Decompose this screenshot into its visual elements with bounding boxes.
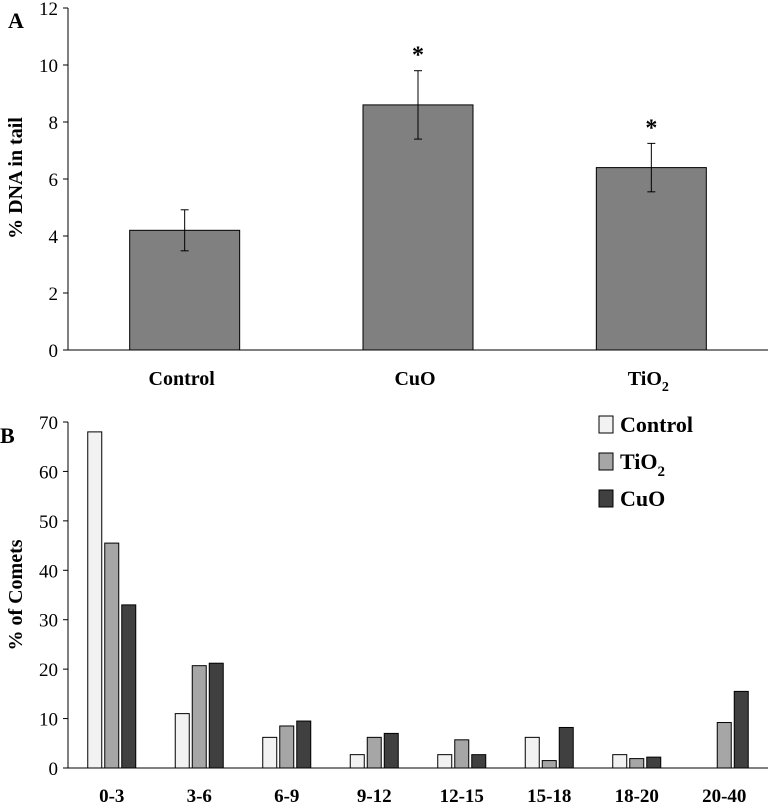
panel-a-y-tick-label: 8 [49, 113, 59, 134]
panel-a-significance-marks: ** [412, 43, 657, 142]
panel-b-bar-cuo [208, 662, 224, 769]
chart-panel-a: A % DNA in tail 0 2 4 6 8 10 12 Control CuO TiO2… [5, 0, 768, 395]
panel-b-bar-cuo [558, 726, 574, 769]
panel-a-y-tick-label: 4 [49, 227, 59, 248]
panel-b-bar-tio2 [104, 542, 120, 769]
panel-b-y-tick-label: 70 [39, 413, 58, 434]
significance-mark: * [412, 43, 424, 69]
panel-a-y-tick-label: 10 [39, 56, 58, 77]
panel-b-bar-cuo [383, 732, 399, 769]
panel-b-bar-cuo [121, 604, 137, 769]
panel-b-y-tick-label: 30 [39, 611, 58, 632]
panel-b-x-tick-labels: 0-3 3-6 6-9 9-12 12-15 15-18 18-20 20-40 [99, 786, 746, 807]
panel-b-x-tick-label: 0-3 [99, 786, 124, 807]
legend-swatch [598, 415, 614, 434]
panel-b-x-tick-label: 18-20 [615, 786, 659, 807]
panel-a-y-tick-label: 12 [39, 0, 58, 20]
panel-b-y-tick-label: 20 [39, 660, 58, 681]
panel-b-bar-control [349, 754, 365, 769]
panel-b-x-tick-label: 3-6 [187, 786, 212, 807]
panel-b-bar-tio2 [716, 722, 732, 769]
panel-b-bar-tio2 [191, 665, 207, 769]
panel-b-bar-control [87, 431, 103, 769]
panel-a-error-bar [414, 70, 422, 140]
panel-a-y-tick-label: 0 [49, 341, 59, 362]
panel-a-x-tick-label: CuO [394, 368, 435, 390]
panel-a-bar [362, 104, 474, 351]
panel-b-bar-tio2 [541, 760, 557, 769]
panel-b-x-tick-label: 15-18 [527, 786, 571, 807]
panel-b-bar-tio2 [279, 725, 295, 769]
panel-a-y-tick-label: 6 [49, 170, 59, 191]
panel-a-y-tick-label: 2 [49, 284, 59, 305]
panel-a-label: A [8, 8, 24, 33]
panel-b-label: B [0, 423, 15, 448]
panel-a-error-bars [180, 70, 656, 252]
panel-a-error-bar [180, 209, 189, 252]
panel-b-bar-control [612, 754, 628, 769]
panel-b-bars [87, 431, 749, 769]
panel-b-bar-cuo [471, 754, 487, 769]
panel-b-legend: Control TiO2 CuO [598, 412, 693, 511]
panel-b-x-tick-label: 9-12 [357, 786, 392, 807]
panel-b-y-tick-label: 60 [39, 462, 58, 483]
panel-b-y-tick-label: 10 [39, 710, 58, 731]
panel-b-bar-tio2 [629, 758, 645, 769]
significance-mark: * [645, 115, 657, 141]
panel-b-bar-cuo [733, 690, 749, 769]
panel-a-ylabel: % DNA in tail [5, 117, 27, 239]
panel-b-bar-cuo [296, 720, 312, 769]
panel-a-x-tick-labels: Control CuO TiO2 [149, 368, 669, 395]
legend-label: TiO2 [620, 449, 665, 480]
panel-b-y-tick-label: 0 [49, 759, 59, 780]
panel-b-ylabel: % of Comets [5, 539, 27, 650]
panel-a-x-tick-label: Control [149, 368, 216, 390]
panel-b-bar-control [524, 736, 540, 769]
panel-b-y-tick-labels: 0 10 20 30 40 50 60 70 [39, 413, 58, 780]
panel-b-bar-control [437, 754, 453, 769]
panel-b-x-tick-label: 20-40 [702, 786, 746, 807]
panel-a-bars [129, 104, 707, 351]
panel-a-error-bar [647, 142, 656, 193]
legend-swatch [598, 489, 614, 508]
panel-b-bar-control [262, 736, 278, 769]
legend-label: CuO [620, 486, 665, 511]
panel-b-bar-tio2 [454, 739, 470, 769]
legend-label: Control [620, 412, 693, 437]
panel-b-y-tick-label: 50 [39, 512, 58, 533]
chart-panel-b: B % of Comets 0 10 20 30 40 50 60 70 0-3 3-6 6-9 9… [0, 412, 768, 807]
panel-a-x-tick-label: TiO2 [628, 368, 669, 395]
legend-swatch [598, 452, 614, 471]
panel-b-x-tick-label: 12-15 [440, 786, 484, 807]
panel-b-x-tick-label: 6-9 [274, 786, 299, 807]
panel-b-y-tick-label: 40 [39, 561, 58, 582]
panel-a-y-tick-labels: 0 2 4 6 8 10 12 [39, 0, 59, 362]
panel-a-bar [595, 167, 707, 351]
panel-b-bar-control [174, 713, 190, 769]
panel-b-bar-cuo [646, 756, 662, 769]
panel-b-bar-tio2 [366, 736, 382, 769]
